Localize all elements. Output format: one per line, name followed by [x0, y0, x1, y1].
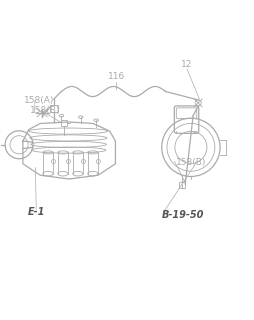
Text: E-1: E-1: [27, 207, 44, 217]
Text: B-19-50: B-19-50: [161, 210, 203, 220]
Text: 116: 116: [107, 72, 124, 81]
Text: 158(B): 158(B): [175, 158, 205, 167]
Text: 158(A): 158(A): [23, 96, 54, 105]
Text: 12: 12: [181, 60, 192, 69]
Text: 158(B): 158(B): [30, 106, 60, 115]
